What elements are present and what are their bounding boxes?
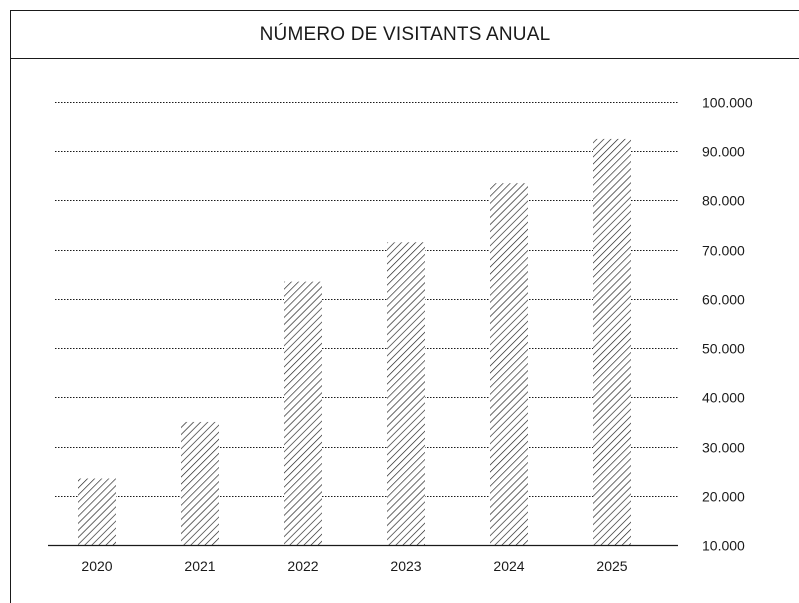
y-tick-label: 50.000 <box>702 341 745 357</box>
grid-lines <box>55 102 678 497</box>
y-tick-label: 70.000 <box>702 243 745 259</box>
x-tick-label: 2020 <box>81 558 112 574</box>
bar-2022 <box>284 281 322 545</box>
x-tick-label: 2024 <box>493 558 524 574</box>
bar-2021 <box>181 421 219 545</box>
y-tick-label: 10.000 <box>702 538 745 554</box>
y-tick-label: 90.000 <box>702 144 745 160</box>
x-tick-label: 2025 <box>596 558 627 574</box>
y-tick-label: 20.000 <box>702 489 745 505</box>
tick-labels: 10.000 20.000 30.000 40.000 50.000 60.000 70.0… <box>81 95 752 575</box>
x-tick-label: 2021 <box>184 558 215 574</box>
chart-title-bar: NÚMERO DE VISITANTS ANUAL <box>11 11 799 59</box>
chart-frame: NÚMERO DE VISITANTS ANUAL <box>10 10 799 603</box>
x-tick-label: 2023 <box>390 558 421 574</box>
y-tick-label: 60.000 <box>702 292 745 308</box>
bar-2025 <box>593 138 631 545</box>
y-tick-label: 30.000 <box>702 440 745 456</box>
y-tick-label: 80.000 <box>702 193 745 209</box>
chart-title: NÚMERO DE VISITANTS ANUAL <box>259 23 551 45</box>
x-tick-label: 2022 <box>287 558 318 574</box>
bar-2024 <box>490 183 528 545</box>
bar-2023 <box>387 242 425 546</box>
y-tick-label: 40.000 <box>702 390 745 406</box>
bars <box>78 138 631 546</box>
bar-2020 <box>78 478 116 545</box>
y-tick-label: 100.000 <box>702 95 753 111</box>
